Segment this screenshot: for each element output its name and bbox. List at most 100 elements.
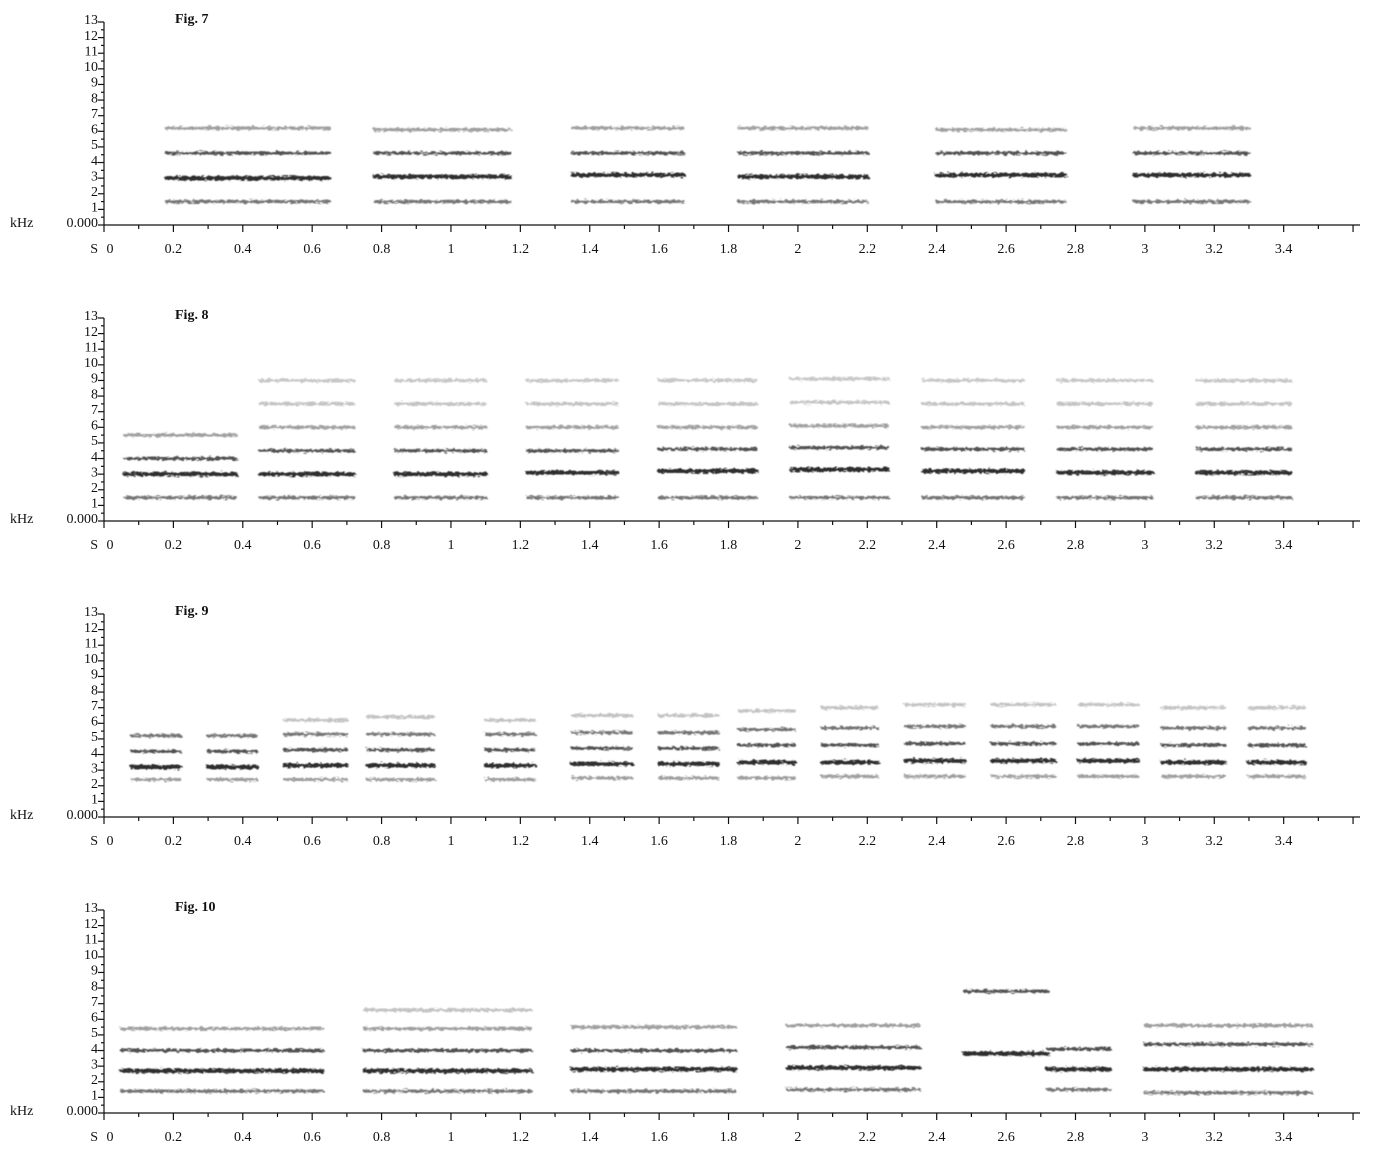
y-tick-label: 1 — [91, 497, 98, 512]
x-tick-label: 2 — [794, 242, 801, 257]
x-tick-label: 3.2 — [1206, 242, 1224, 257]
x-tick-label: 3.2 — [1206, 538, 1224, 553]
y-tick-label: 4 — [91, 1042, 98, 1057]
y-tick-label: 11 — [85, 636, 98, 651]
x-tick-label: 1.4 — [581, 242, 599, 257]
y-tick-label: 4 — [91, 154, 98, 169]
y-tick-label: 10 — [84, 356, 98, 371]
y-tick-label: 2 — [91, 777, 98, 792]
x-tick-label: 0.8 — [373, 242, 391, 257]
y-tick-label: 11 — [85, 932, 98, 947]
y-tick-label: 3 — [91, 169, 98, 184]
y-tick-label: 9 — [91, 668, 98, 683]
y-tick-label: 12 — [84, 621, 98, 636]
x-tick-label: 0.6 — [303, 1130, 321, 1145]
y-axis-label: kHz — [10, 216, 33, 231]
y-tick-label: 7 — [91, 699, 98, 714]
y-tick-label: 9 — [91, 964, 98, 979]
x-tick-label: 3.4 — [1275, 1130, 1293, 1145]
y-tick-label: 8 — [91, 979, 98, 994]
y-tick-label: 11 — [85, 340, 98, 355]
x-tick-label: 3.4 — [1275, 242, 1293, 257]
x-tick-label: 2 — [794, 834, 801, 849]
x-tick-label: 2.8 — [1067, 242, 1085, 257]
x-tick-label: 0.4 — [234, 242, 252, 257]
x-tick-label: 1.6 — [650, 834, 668, 849]
y-tick-label: 2 — [91, 1073, 98, 1088]
panel-title: Fig. 9 — [175, 604, 208, 619]
x-tick-label: 1.6 — [650, 538, 668, 553]
x-tick-label: 2.4 — [928, 1130, 946, 1145]
x-tick-label: 0 — [107, 242, 114, 257]
x-tick-label: 2.6 — [997, 538, 1015, 553]
x-tick-label: 1.2 — [512, 1130, 530, 1145]
y-tick-label: 5 — [91, 434, 98, 449]
x-tick-label: 3 — [1141, 834, 1148, 849]
y-tick-label: 0.000 — [67, 1104, 99, 1119]
y-tick-label: 5 — [91, 730, 98, 745]
x-tick-label: 1.6 — [650, 242, 668, 257]
x-tick-label: 1 — [447, 538, 454, 553]
y-tick-label: 9 — [91, 372, 98, 387]
x-tick-label: 3 — [1141, 242, 1148, 257]
y-tick-label: 13 — [84, 309, 98, 324]
y-tick-label: 11 — [85, 44, 98, 59]
x-tick-label: 0.2 — [165, 834, 183, 849]
y-tick-label: 2 — [91, 185, 98, 200]
x-tick-label: 1 — [447, 1130, 454, 1145]
x-tick-label: 1.8 — [720, 834, 738, 849]
x-tick-label: 2 — [794, 538, 801, 553]
y-tick-label: 12 — [84, 29, 98, 44]
y-tick-label: 6 — [91, 715, 98, 730]
panel-title: Fig. 8 — [175, 308, 208, 323]
y-tick-label: 12 — [84, 325, 98, 340]
x-tick-label: 0 — [107, 538, 114, 553]
x-tick-label: 1 — [447, 242, 454, 257]
y-tick-label: 10 — [84, 948, 98, 963]
x-tick-label: 0.4 — [234, 1130, 252, 1145]
x-tick-label: 1.4 — [581, 834, 599, 849]
y-tick-label: 1 — [91, 1089, 98, 1104]
x-tick-label: 0.8 — [373, 834, 391, 849]
y-tick-label: 13 — [84, 605, 98, 620]
x-tick-label: 1.4 — [581, 1130, 599, 1145]
y-tick-label: 6 — [91, 123, 98, 138]
y-tick-label: 1 — [91, 201, 98, 216]
x-tick-label: 1.8 — [720, 242, 738, 257]
x-tick-label: 2.4 — [928, 538, 946, 553]
y-tick-label: 3 — [91, 761, 98, 776]
y-tick-label: 4 — [91, 450, 98, 465]
y-tick-label: 8 — [91, 683, 98, 698]
x-axis-label: S — [90, 242, 98, 257]
x-tick-label: 2 — [794, 1130, 801, 1145]
y-tick-label: 8 — [91, 387, 98, 402]
x-tick-label: 0.4 — [234, 834, 252, 849]
x-tick-label: 1.2 — [512, 538, 530, 553]
y-tick-label: 10 — [84, 652, 98, 667]
y-tick-label: 0.000 — [67, 512, 99, 527]
x-axis-label: S — [90, 538, 98, 553]
x-tick-label: 2.2 — [859, 1130, 877, 1145]
x-axis-label: S — [90, 834, 98, 849]
y-tick-label: 9 — [91, 76, 98, 91]
y-tick-label: 5 — [91, 138, 98, 153]
y-tick-label: 2 — [91, 481, 98, 496]
x-tick-label: 0.8 — [373, 1130, 391, 1145]
spectrogram-notes — [166, 128, 1249, 201]
y-tick-label: 4 — [91, 746, 98, 761]
x-tick-label: 0.6 — [303, 242, 321, 257]
x-tick-label: 1.2 — [512, 834, 530, 849]
x-tick-label: 3 — [1141, 1130, 1148, 1145]
y-axis-label: kHz — [10, 1104, 33, 1119]
x-axis-label: S — [90, 1130, 98, 1145]
y-axis-label: kHz — [10, 808, 33, 823]
spectrogram-notes — [132, 705, 1305, 780]
y-tick-label: 13 — [84, 901, 98, 916]
y-tick-label: 0.000 — [67, 216, 99, 231]
y-tick-label: 5 — [91, 1026, 98, 1041]
x-tick-label: 2.2 — [859, 242, 877, 257]
